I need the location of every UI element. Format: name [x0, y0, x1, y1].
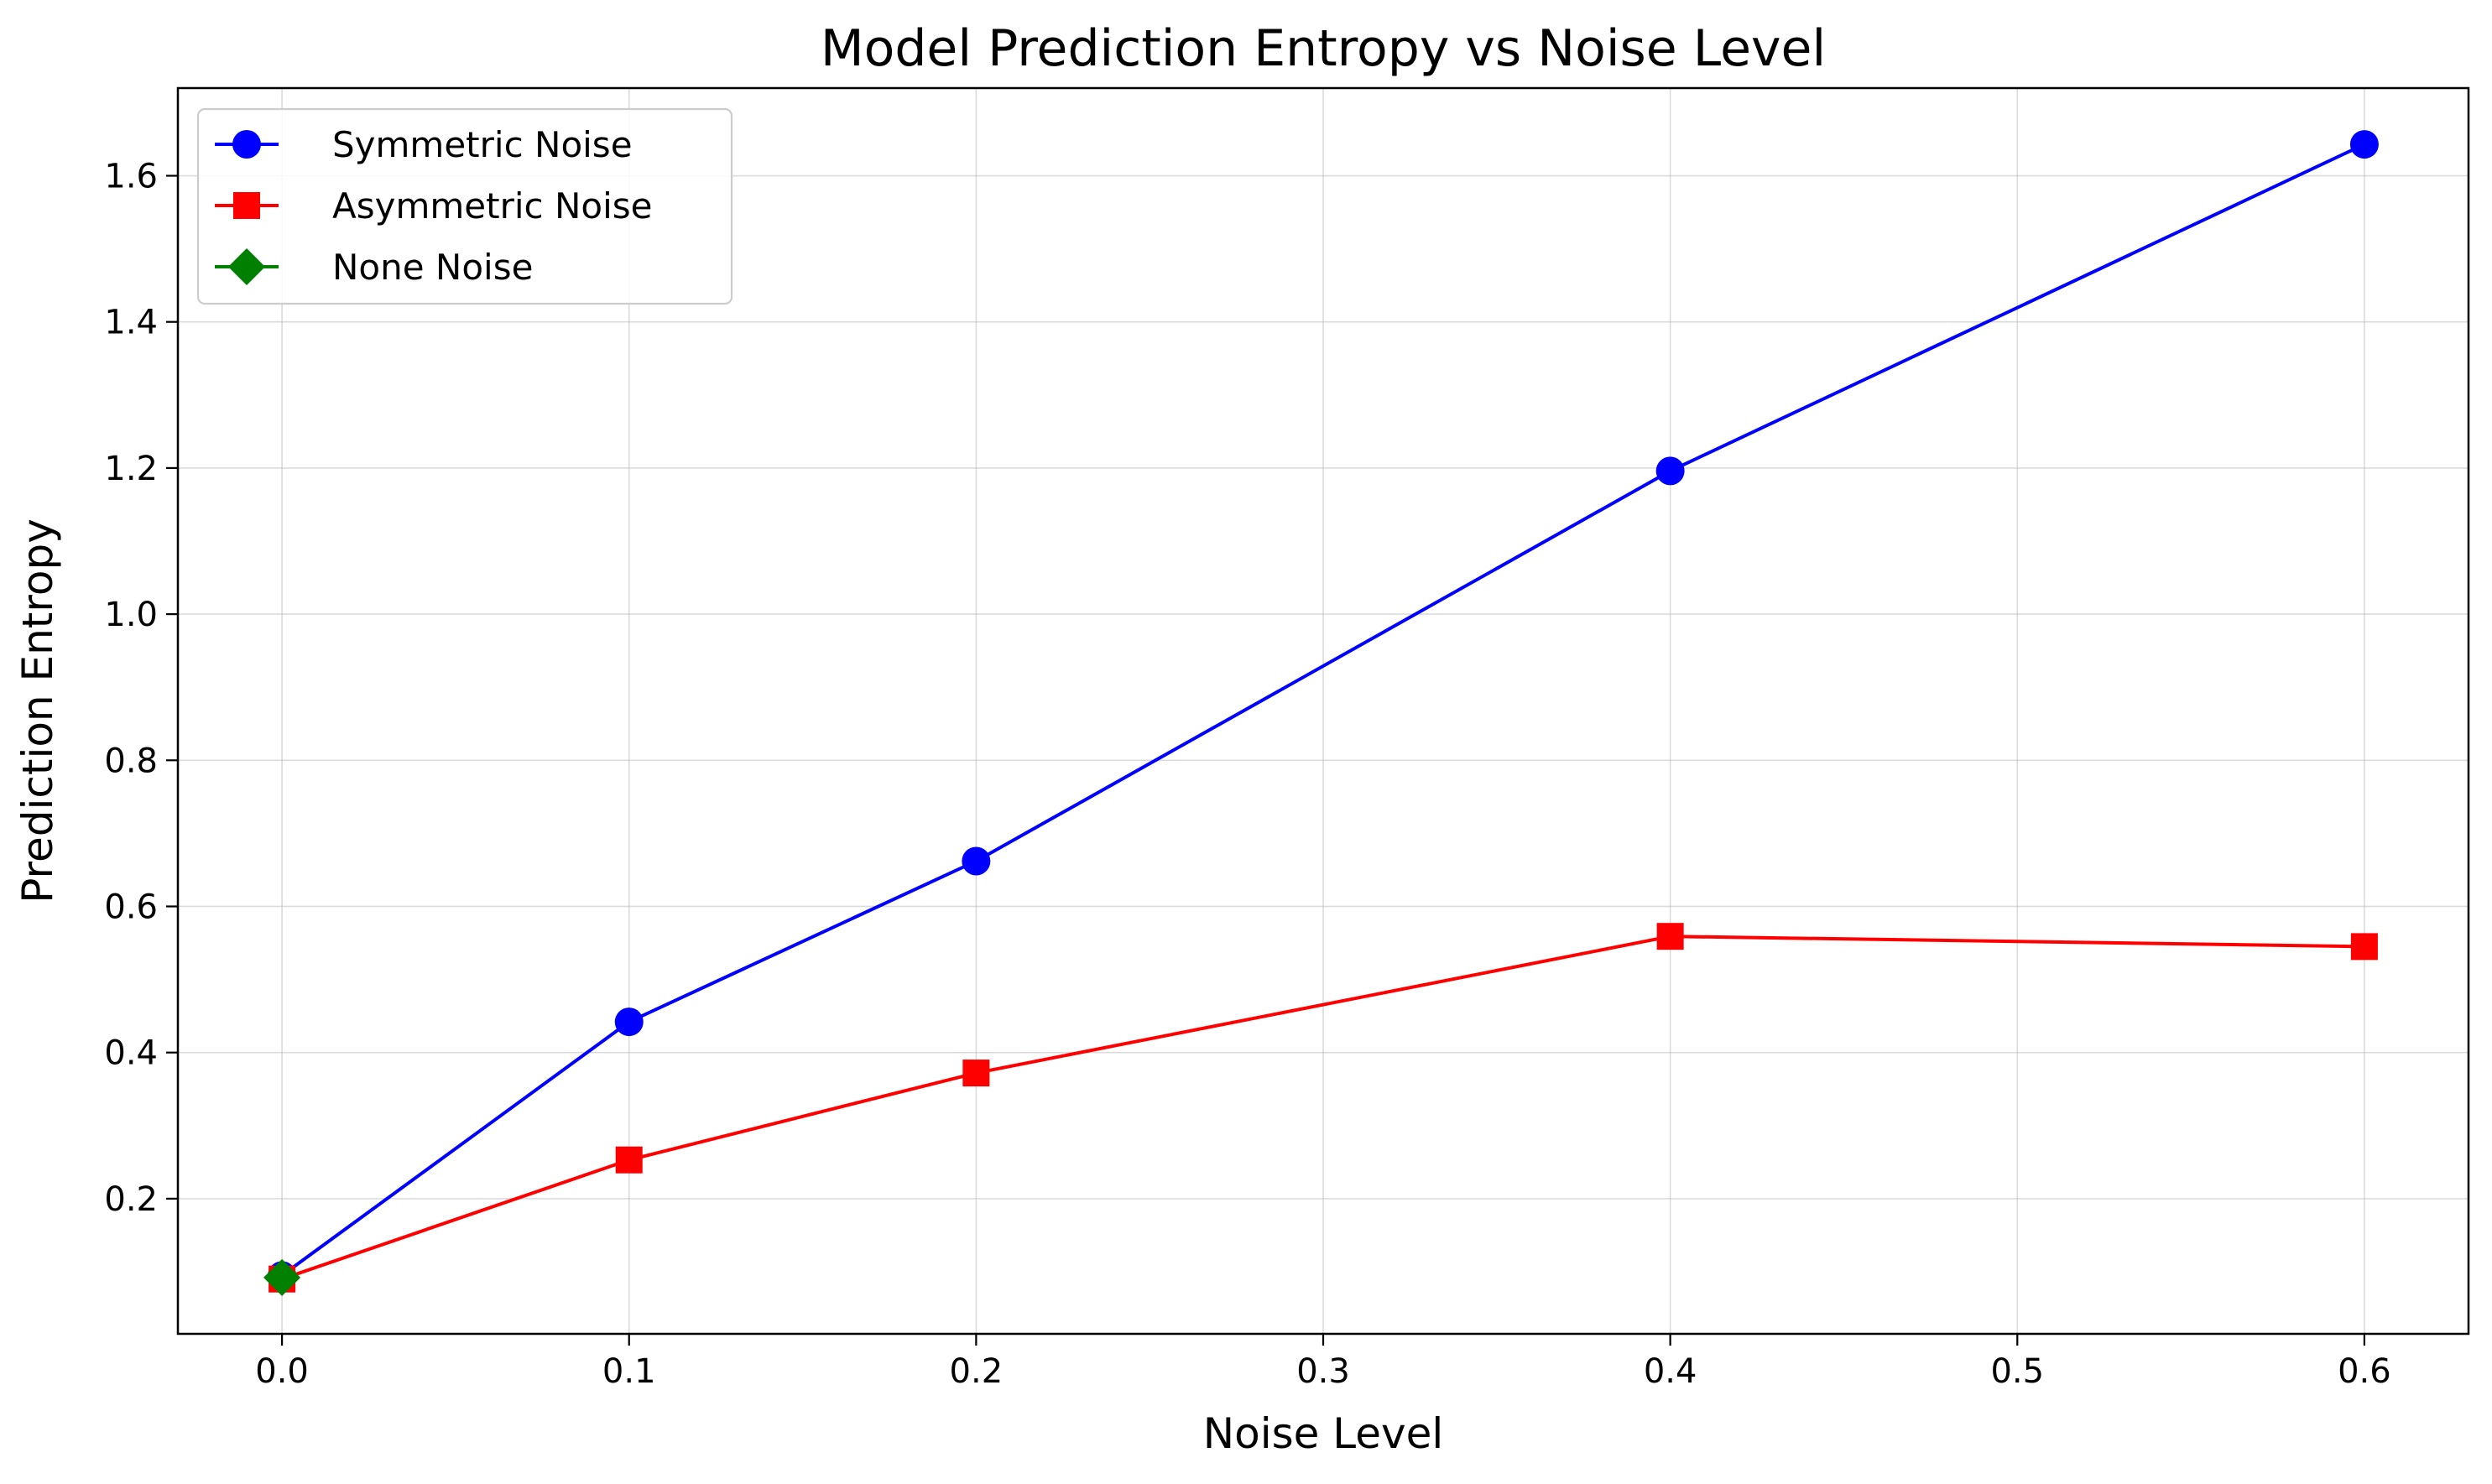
data-point [962, 1060, 990, 1087]
legend-label: Symmetric Noise [332, 124, 633, 165]
legend-item: Asymmetric Noise [215, 185, 653, 227]
x-axis-label: Noise Level [1203, 1409, 1444, 1458]
data-point [614, 1008, 644, 1037]
x-tick-label: 0.5 [1990, 1352, 2044, 1391]
data-point [1655, 456, 1685, 486]
grid-lines [178, 88, 2469, 1334]
data-point [263, 1258, 301, 1296]
data-point [2350, 933, 2378, 961]
y-tick-label: 0.4 [104, 1034, 158, 1073]
y-tick-label: 1.4 [104, 304, 158, 342]
x-tick-label: 0.1 [602, 1352, 656, 1391]
data-point [962, 846, 991, 876]
x-tick-label: 0.0 [255, 1352, 309, 1391]
legend-label: Asymmetric Noise [332, 185, 653, 227]
y-tick-label: 0.8 [104, 742, 158, 780]
y-tick-label: 1.0 [104, 596, 158, 634]
legend-box [196, 107, 733, 305]
data-point [1656, 923, 1684, 950]
x-tick-label: 0.2 [950, 1352, 1004, 1391]
data-point [2349, 130, 2379, 159]
x-axis-ticks: 0.0 0.1 0.2 0.3 0.4 0.5 0.6 [255, 1334, 2391, 1391]
x-tick-label: 0.6 [2338, 1352, 2391, 1391]
x-tick-label: 0.4 [1644, 1352, 1697, 1391]
legend: Symmetric Noise Asymmetric Noise None Nois… [196, 107, 733, 305]
legend-item: Symmetric Noise [215, 124, 633, 165]
legend-marker [233, 192, 260, 219]
chart-title: Model Prediction Entropy vs Noise Level [821, 19, 1826, 78]
y-tick-label: 1.2 [104, 450, 158, 488]
y-axis-ticks: 0.2 0.4 0.6 0.8 1.0 1.2 1.4 1.6 [104, 158, 178, 1219]
y-tick-label: 0.6 [104, 888, 158, 926]
series-layer [263, 130, 2379, 1296]
y-tick-label: 0.2 [104, 1180, 158, 1219]
series-none-noise [263, 1258, 301, 1296]
legend-marker [232, 130, 261, 159]
y-axis-label: Prediction Entropy [13, 518, 62, 903]
legend-label: None Noise [332, 247, 533, 288]
x-tick-label: 0.3 [1296, 1352, 1350, 1391]
legend-item: None Noise [215, 247, 533, 288]
y-tick-label: 1.6 [104, 158, 158, 196]
legend-marker [228, 248, 265, 285]
data-point [615, 1146, 643, 1174]
